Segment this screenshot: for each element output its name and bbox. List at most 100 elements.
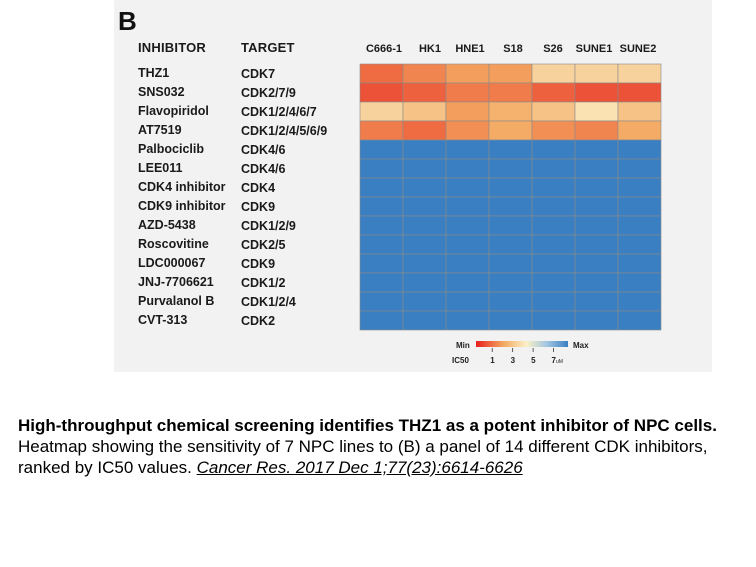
legend-tick-label: 7 — [551, 356, 556, 365]
legend-unit-label: uM — [556, 359, 563, 365]
heatmap-cell — [617, 101, 662, 122]
heatmap-cell — [574, 291, 619, 312]
heatmap-cell — [445, 291, 490, 312]
row-label-inhibitor: Roscovitine — [138, 237, 209, 251]
heatmap-cell — [574, 310, 619, 331]
heatmap-cell — [574, 196, 619, 217]
row-label-target: CDK4/6 — [241, 162, 286, 176]
heatmap-cell — [488, 234, 533, 255]
heatmap-cell — [402, 158, 447, 179]
heatmap-cell — [488, 101, 533, 122]
heatmap-cell — [531, 120, 576, 141]
heatmap-cell — [402, 63, 447, 84]
heatmap-cell — [445, 158, 490, 179]
legend-tick-label: 1 — [490, 356, 495, 365]
heatmap-cell — [445, 177, 490, 198]
row-label-inhibitor: Purvalanol B — [138, 294, 214, 308]
heatmap-cell — [402, 101, 447, 122]
heatmap-cell — [574, 101, 619, 122]
row-label-inhibitor: THZ1 — [138, 66, 169, 80]
heatmap-cell — [617, 158, 662, 179]
heatmap-cell — [574, 253, 619, 274]
heatmap-cell — [574, 177, 619, 198]
row-label-target: CDK2/7/9 — [241, 86, 296, 100]
heatmap-cell — [402, 120, 447, 141]
caption-title: High-throughput chemical screening ident… — [18, 416, 717, 435]
heatmap-cell — [531, 177, 576, 198]
row-label-inhibitor: AZD-5438 — [138, 218, 196, 232]
row-label-target: CDK2/5 — [241, 238, 286, 252]
heatmap-cell — [359, 177, 404, 198]
heatmap-cell — [445, 82, 490, 103]
heatmap-cell — [488, 310, 533, 331]
heatmap-cell — [445, 253, 490, 274]
heatmap-cell — [617, 139, 662, 160]
heatmap-cell — [402, 291, 447, 312]
row-label-inhibitor: LEE011 — [138, 161, 183, 175]
caption-body: Heatmap showing the sensitivity of 7 NPC… — [18, 436, 748, 478]
heatmap-cell — [488, 120, 533, 141]
heatmap-cell — [359, 215, 404, 236]
heatmap-cell — [531, 253, 576, 274]
heatmap-cell — [402, 253, 447, 274]
heatmap-cell — [445, 101, 490, 122]
heatmap-cell — [617, 291, 662, 312]
heatmap-cell — [574, 63, 619, 84]
inhibitor-column-header: INHIBITOR — [138, 40, 207, 55]
heatmap-cell — [402, 215, 447, 236]
row-label-inhibitor: SNS032 — [138, 85, 185, 99]
heatmap-cell — [617, 82, 662, 103]
heatmap-cell — [574, 272, 619, 293]
heatmap-cell — [488, 63, 533, 84]
target-column-header: TARGET — [241, 40, 295, 55]
heatmap-cell — [445, 234, 490, 255]
caption-text: Heatmap showing the sensitivity of 7 NPC… — [18, 437, 708, 477]
heatmap-cell — [488, 158, 533, 179]
row-label-target: CDK4 — [241, 181, 275, 195]
row-label-target: CDK1/2/4 — [241, 295, 296, 309]
heatmap-cell — [531, 196, 576, 217]
heatmap-cell — [531, 139, 576, 160]
row-label-inhibitor: CVT-313 — [138, 313, 187, 327]
row-label-inhibitor: JNJ-7706621 — [138, 275, 214, 289]
heatmap-cell — [617, 63, 662, 84]
heatmap-cell — [445, 120, 490, 141]
row-label-target: CDK1/2 — [241, 276, 286, 290]
row-label-target: CDK9 — [241, 257, 275, 271]
heatmap-cell — [617, 272, 662, 293]
row-label-target: CDK1/2/4/5/6/9 — [241, 124, 327, 138]
heatmap-cell — [402, 139, 447, 160]
heatmap-cell — [617, 120, 662, 141]
heatmap-cell — [531, 272, 576, 293]
row-label-inhibitor: CDK4 inhibitor — [138, 180, 226, 194]
heatmap-cell — [359, 101, 404, 122]
heatmap-cell — [445, 63, 490, 84]
panel-label: B — [118, 6, 137, 36]
heatmap-cell — [531, 63, 576, 84]
heatmap-cell — [531, 215, 576, 236]
heatmap-cell — [488, 196, 533, 217]
heatmap-cell — [488, 253, 533, 274]
heatmap-cell — [574, 82, 619, 103]
heatmap-cell — [574, 158, 619, 179]
heatmap-cell — [359, 196, 404, 217]
heatmap-cell — [445, 139, 490, 160]
row-label-inhibitor: CDK9 inhibitor — [138, 199, 226, 213]
heatmap-cell — [574, 120, 619, 141]
legend-tick-label: 3 — [510, 356, 516, 365]
column-label-hk1: HK1 — [419, 43, 441, 55]
heatmap-cell — [402, 196, 447, 217]
heatmap-cell — [359, 291, 404, 312]
column-label-sune1: SUNE1 — [576, 43, 613, 55]
row-label-target: CDK1/2/4/6/7 — [241, 105, 317, 119]
heatmap-cell — [617, 177, 662, 198]
column-label-s18: S18 — [503, 43, 523, 55]
heatmap-cell — [445, 215, 490, 236]
heatmap-cell — [359, 120, 404, 141]
heatmap-cell — [445, 196, 490, 217]
row-label-inhibitor: LDC000067 — [138, 256, 205, 270]
heatmap-cell — [488, 82, 533, 103]
heatmap-cell — [488, 272, 533, 293]
column-label-s26: S26 — [543, 43, 563, 55]
caption-citation-link[interactable]: Cancer Res. 2017 Dec 1;77(23):6614-6626 — [196, 458, 523, 477]
